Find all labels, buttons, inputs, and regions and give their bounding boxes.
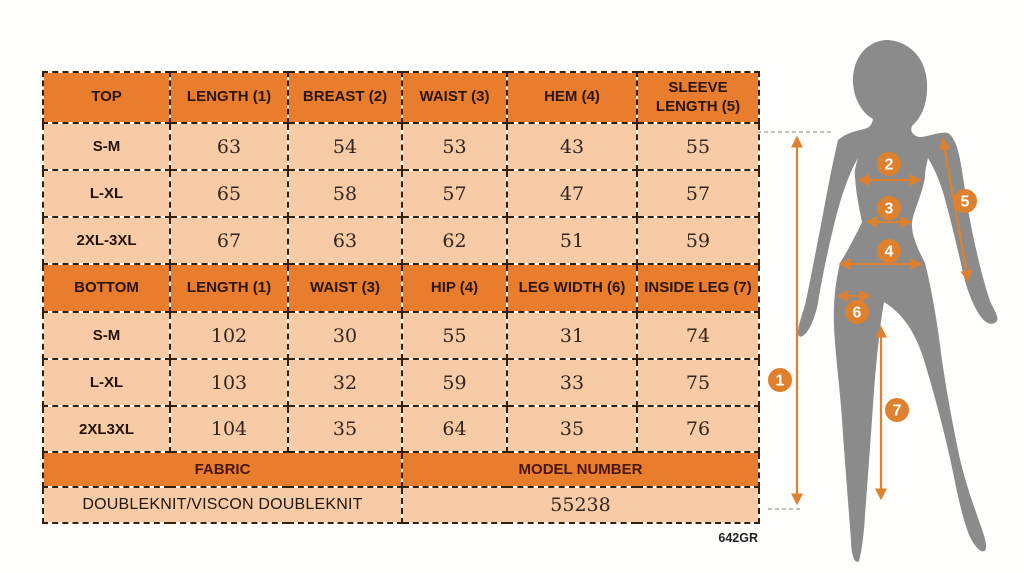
- measure-marker-7: 7: [885, 398, 909, 422]
- top-header-cell: TOP: [42, 71, 171, 124]
- size-table: TOP LENGTH (1) BREAST (2) WAIST (3) HEM …: [42, 71, 760, 524]
- model-number-value-cell: 55238: [401, 486, 760, 524]
- table-row: L-XL 103 32 59 33 75: [42, 358, 760, 407]
- measure-value: 75: [636, 358, 760, 407]
- measure-value: 64: [401, 405, 508, 453]
- measure-value: 58: [287, 169, 403, 218]
- measure-value: 53: [401, 122, 508, 171]
- svg-text:1: 1: [776, 373, 785, 390]
- table-row: 2XL-3XL 67 63 62 51 59: [42, 216, 760, 265]
- model-number-header-cell: MODEL NUMBER: [401, 451, 760, 488]
- bottom-header-cell: BOTTOM: [42, 263, 171, 313]
- measure-marker-2: 2: [877, 152, 901, 176]
- measure-value: 35: [506, 405, 638, 453]
- measure-value: 63: [169, 122, 289, 171]
- footer-value-row: DOUBLEKNIT/VISCON DOUBLEKNIT 55238: [42, 486, 760, 524]
- top-header-cell: HEM (4): [506, 71, 638, 124]
- measure-value: 32: [287, 358, 403, 407]
- measure-value: 35: [287, 405, 403, 453]
- size-label: S-M: [42, 122, 171, 171]
- measure-value: 59: [636, 216, 760, 265]
- top-header-cell: BREAST (2): [287, 71, 403, 124]
- product-code: 642GR: [718, 531, 758, 545]
- size-label: 2XL3XL: [42, 405, 171, 453]
- svg-text:2: 2: [885, 157, 894, 174]
- measure-value: 103: [169, 358, 289, 407]
- svg-text:5: 5: [961, 194, 970, 211]
- measure-value: 57: [401, 169, 508, 218]
- female-silhouette: [797, 40, 998, 562]
- bottom-header-cell: INSIDE LEG (7): [636, 263, 760, 313]
- measure-value: 102: [169, 311, 289, 360]
- table-row: S-M 63 54 53 43 55: [42, 122, 760, 171]
- measure-value: 47: [506, 169, 638, 218]
- measure-marker-5: 5: [953, 189, 977, 213]
- table-row: S-M 102 30 55 31 74: [42, 311, 760, 360]
- measure-value: 43: [506, 122, 638, 171]
- top-header-cell: SLEEVE LENGTH (5): [636, 71, 760, 124]
- measure-value: 67: [169, 216, 289, 265]
- measure-value: 63: [287, 216, 403, 265]
- measure-value: 33: [506, 358, 638, 407]
- footer-header-row: FABRIC MODEL NUMBER: [42, 451, 760, 488]
- measure-marker-4: 4: [877, 239, 901, 263]
- table-row: L-XL 65 58 57 47 57: [42, 169, 760, 218]
- table-row: 2XL3XL 104 35 64 35 76: [42, 405, 760, 453]
- top-header-cell: WAIST (3): [401, 71, 508, 124]
- size-label: L-XL: [42, 358, 171, 407]
- measure-value: 76: [636, 405, 760, 453]
- size-label: 2XL-3XL: [42, 216, 171, 265]
- fabric-value-cell: DOUBLEKNIT/VISCON DOUBLEKNIT: [42, 486, 403, 524]
- measure-marker-1: 1: [768, 368, 792, 392]
- fabric-header-cell: FABRIC: [42, 451, 403, 488]
- measure-marker-6: 6: [845, 300, 869, 324]
- svg-text:3: 3: [885, 201, 894, 218]
- top-header-row: TOP LENGTH (1) BREAST (2) WAIST (3) HEM …: [42, 71, 760, 124]
- measure-value: 74: [636, 311, 760, 360]
- measure-arrow-5-sleeve: [938, 137, 973, 283]
- measure-value: 104: [169, 405, 289, 453]
- measure-value: 62: [401, 216, 508, 265]
- bottom-header-cell: LENGTH (1): [169, 263, 289, 313]
- bottom-header-cell: WAIST (3): [287, 263, 403, 313]
- measure-value: 65: [169, 169, 289, 218]
- measure-value: 55: [636, 122, 760, 171]
- bottom-header-row: BOTTOM LENGTH (1) WAIST (3) HIP (4) LEG …: [42, 263, 760, 313]
- measure-value: 31: [506, 311, 638, 360]
- measure-value: 59: [401, 358, 508, 407]
- measure-value: 51: [506, 216, 638, 265]
- top-header-cell: LENGTH (1): [169, 71, 289, 124]
- measure-marker-3: 3: [877, 196, 901, 220]
- svg-text:7: 7: [893, 403, 902, 420]
- bottom-header-cell: LEG WIDTH (6): [506, 263, 638, 313]
- svg-text:6: 6: [853, 305, 862, 322]
- measure-value: 57: [636, 169, 760, 218]
- measure-value: 55: [401, 311, 508, 360]
- measure-value: 54: [287, 122, 403, 171]
- svg-text:4: 4: [885, 244, 894, 261]
- bottom-header-cell: HIP (4): [401, 263, 508, 313]
- size-label: S-M: [42, 311, 171, 360]
- measurement-diagram: 1 2 3 4 5 6 7: [757, 40, 998, 562]
- measure-value: 30: [287, 311, 403, 360]
- size-label: L-XL: [42, 169, 171, 218]
